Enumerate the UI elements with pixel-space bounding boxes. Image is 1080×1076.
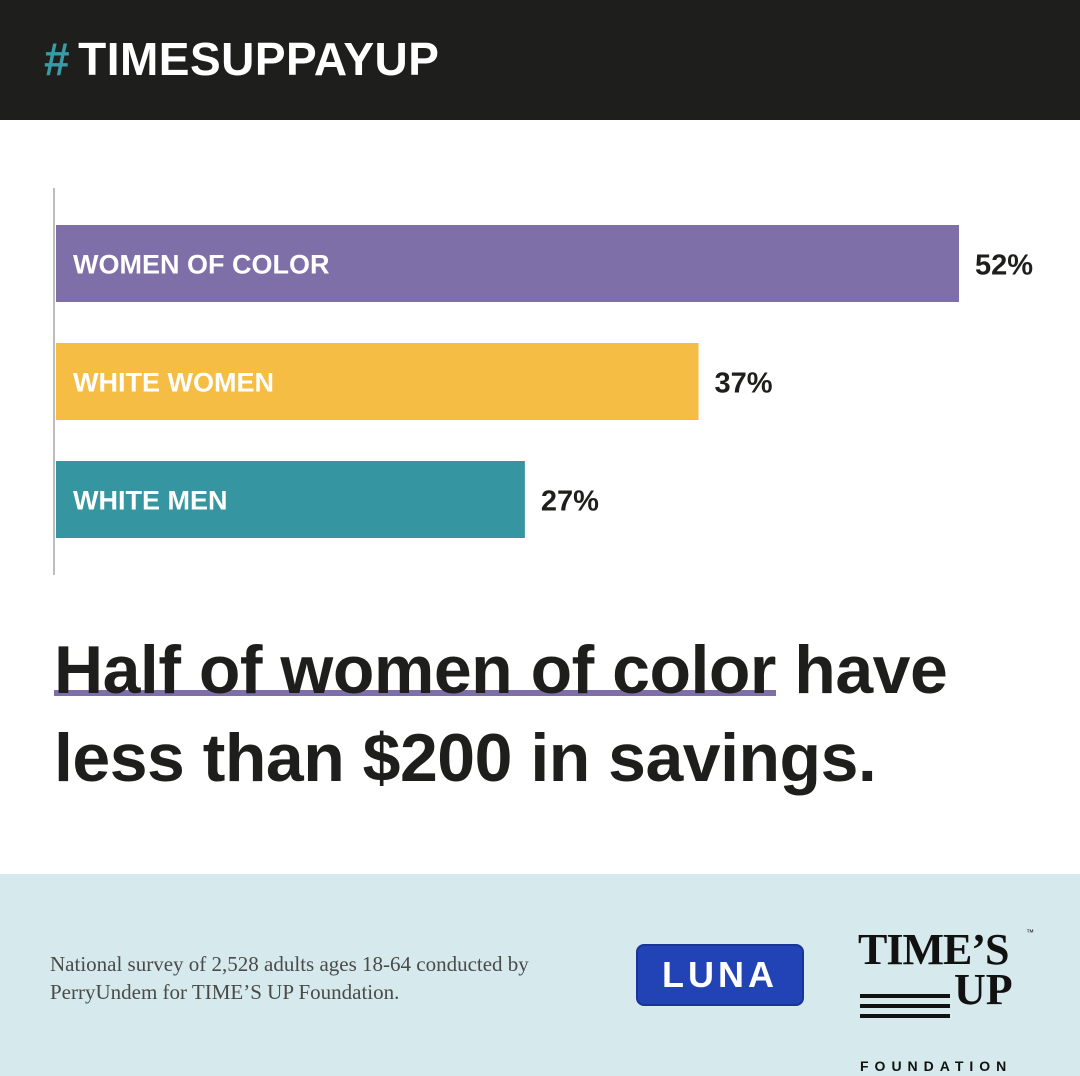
bar-chart-svg: WOMEN OF COLOR 52% WHITE WOMEN 37% WHITE MEN…: [53, 188, 1033, 575]
timesup-logo-times: TIME’S: [858, 925, 1009, 974]
value-label-0: 52%: [975, 250, 1033, 282]
logo-rule-top: [860, 994, 950, 998]
timesup-logo-foundation: FOUNDATION: [860, 1058, 1013, 1074]
timesup-foundation-logo: TIME’S ™ UP FOUNDATION: [856, 924, 1036, 1074]
hash-symbol: #: [44, 33, 71, 85]
bar-chart: WOMEN OF COLOR 52% WHITE WOMEN 37% WHITE MEN…: [0, 120, 1080, 600]
headline: Half of women of color have less than $2…: [54, 626, 1044, 802]
bar-0: [56, 225, 959, 302]
logo-rule-middle: [860, 1004, 950, 1008]
timesup-logo-tm: ™: [1026, 928, 1034, 937]
luna-logo: LUNA: [636, 944, 804, 1006]
bar-2: [56, 461, 525, 538]
header-bar: # TIMESUPPAYUP: [0, 0, 1080, 120]
headline-rest: have less than $200 in savings.: [54, 632, 948, 796]
timesup-logo-up: UP: [954, 965, 1013, 1014]
value-label-1: 37%: [715, 368, 773, 400]
hashtag-text: TIMESUPPAYUP: [78, 33, 440, 85]
footer: National survey of 2,528 adults ages 18-…: [0, 874, 1080, 1076]
bar-label-2: WHITE MEN: [73, 486, 228, 516]
value-label-2: 27%: [541, 486, 599, 518]
headline-highlight: Half of women of color: [54, 632, 776, 708]
bar-label-0: WOMEN OF COLOR: [73, 250, 329, 280]
hashtag-title: # TIMESUPPAYUP: [44, 32, 439, 86]
source-note: National survey of 2,528 adults ages 18-…: [50, 952, 529, 1004]
bar-label-1: WHITE WOMEN: [73, 368, 274, 398]
logo-rule-bottom: [860, 1014, 950, 1018]
bar-1: [56, 343, 699, 420]
